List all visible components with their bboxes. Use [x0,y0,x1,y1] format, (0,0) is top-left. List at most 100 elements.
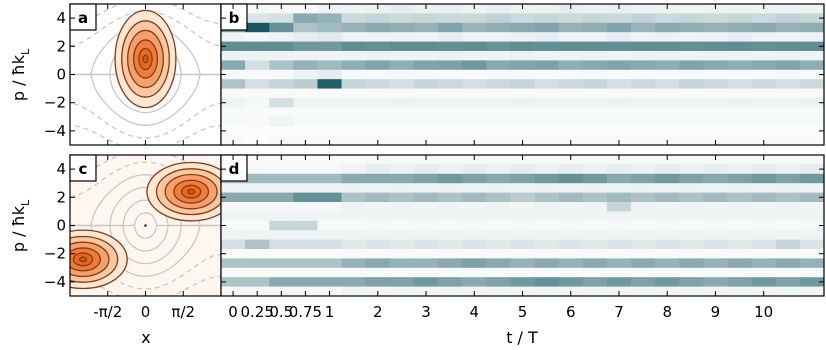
heatmap-cell [655,183,680,193]
x-tick-label: 2 [373,303,383,321]
heatmap-cell [510,32,535,42]
heatmap-cell [413,79,439,89]
heatmap-cell [389,107,415,118]
heatmap-cell [269,202,294,212]
heatmap-cell [775,116,801,127]
heatmap-cell [751,13,777,24]
heatmap-cell [269,107,294,118]
heatmap-cell [799,267,825,278]
heatmap-cell [655,69,680,80]
heatmap-cell [751,98,777,108]
heatmap-cell [775,277,801,287]
heatmap-cell [293,173,318,184]
heatmap-cell [751,41,777,52]
heatmap-cell [558,164,584,175]
y-axis-label-bottom: p / ħkL [9,199,32,252]
x-axis-label-position: x [141,328,150,347]
heatmap-cell [631,60,656,71]
heatmap-cell [751,230,777,240]
heatmap-cell [317,164,342,175]
heatmap-cell [631,79,656,89]
heatmap-cell [389,155,415,165]
heatmap-cell [269,230,294,240]
heatmap-cell [413,173,439,184]
heatmap-cell [317,60,342,71]
heatmap-cell [703,22,728,33]
heatmap-cell [486,286,511,297]
svg-text:a: a [78,9,88,27]
heatmap-cell [775,239,801,250]
heatmap-cell [221,249,246,259]
heatmap-cell [606,220,632,231]
heatmap-cell [221,277,246,287]
heatmap-cell [679,192,704,203]
heatmap-cell [389,220,415,231]
heatmap-cell [534,116,559,127]
heatmap-cell [799,69,825,80]
heatmap-cell [799,107,825,118]
heatmap-cell [413,51,439,61]
heatmap-cell [510,230,535,240]
origin-dot [144,224,147,227]
heatmap-cell [775,98,801,108]
heatmap-cell [727,239,752,250]
heatmap-cell [751,116,777,127]
heatmap-cell [341,116,367,127]
heatmap-cell [317,220,342,231]
heatmap-cell [341,277,367,287]
heatmap-cell [631,88,656,99]
heatmap-cell [293,220,318,231]
heatmap-cell [679,126,704,136]
heatmap-cell [365,126,391,136]
heatmap-cell [775,202,801,212]
heatmap-cell [245,173,270,184]
heatmap-cell [245,277,270,287]
heatmap-cell [317,277,342,287]
heatmap-cell [462,88,487,99]
heatmap-cell [341,69,367,80]
heatmap-cell [751,277,777,287]
heatmap-cell [679,173,704,184]
heatmap-cell [462,60,487,71]
heatmap-cell [317,79,342,89]
heatmap-cell [413,69,439,80]
heatmap-cell [655,173,680,184]
heatmap-cell [341,211,367,222]
heatmap-cell [365,88,391,99]
heatmap-cell [582,98,608,108]
heatmap-cell [269,183,294,193]
heatmap-cell [341,183,367,193]
heatmap-cell [582,79,608,89]
heatmap-cell [269,88,294,99]
heatmap-cell [606,192,632,203]
heatmap-cell [558,211,584,222]
heatmap-cell [727,267,752,278]
heatmap-cell [534,13,559,24]
heatmap-cell [245,69,270,80]
heatmap-cell [317,32,342,42]
heatmap-cell [486,155,511,165]
heatmap-cell [293,211,318,222]
x-tick-label: -π/2 [93,303,122,321]
heatmap-cell [799,192,825,203]
heatmap-cell [413,277,439,287]
heatmap-cell [775,13,801,24]
heatmap-cell [293,88,318,99]
heatmap-cell [413,202,439,212]
heatmap-cell [245,220,270,231]
heatmap-cell [679,239,704,250]
heatmap-cell [679,202,704,212]
wigner-contours-a [114,9,177,109]
heatmap-cell [462,220,487,231]
heatmap-cell [751,32,777,42]
heatmap-cell [486,69,511,80]
heatmap-cell [486,32,511,42]
heatmap-cell [703,13,728,24]
heatmap-cell [679,51,704,61]
heatmap-cell [775,126,801,136]
heatmap-cell [582,4,608,14]
heatmap-cell [510,22,535,33]
heatmap-cell [341,22,367,33]
heatmap-cell [727,135,752,146]
heatmap-cell [341,126,367,136]
